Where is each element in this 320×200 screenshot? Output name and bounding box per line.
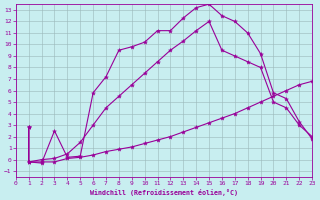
X-axis label: Windchill (Refroidissement éolien,°C): Windchill (Refroidissement éolien,°C) [90,189,238,196]
